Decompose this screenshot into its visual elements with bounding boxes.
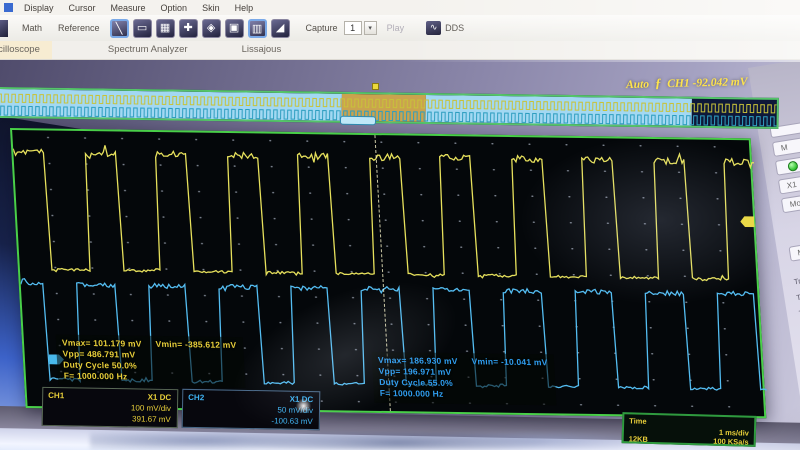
capture-count-field[interactable]: 1: [343, 21, 362, 35]
line-tool-icon[interactable]: ╲: [109, 18, 129, 38]
ch2-vmax: Vmax= 186.930 mV: [377, 354, 458, 367]
navigator-scroll-handle[interactable]: [339, 115, 377, 126]
sidebar-button-more1[interactable]: More: [780, 193, 800, 214]
tab-lissajous[interactable]: Lissajous: [241, 44, 282, 55]
navigator-trigger-position-marker[interactable]: [372, 83, 379, 90]
menu-item-cursor[interactable]: Cursor: [68, 2, 96, 13]
menu-item-display[interactable]: Display: [24, 2, 54, 13]
ch1-trace: [12, 145, 755, 282]
ch1-vmin: Vmin= -385.612 mV: [155, 338, 237, 350]
channel-enable-toggle[interactable]: [774, 155, 800, 176]
ch1-frequency: F= 1000.000 Hz: [63, 370, 128, 382]
math-button[interactable]: Math: [14, 20, 50, 36]
timebase-depth: 12KB: [628, 434, 649, 444]
ch2-coupling: X1 DC: [289, 394, 314, 405]
tab-bar: Oscilloscope Spectrum Analyzer Lissajous: [0, 41, 800, 60]
ch2-vmin: Vmin= -10.041 mV: [471, 356, 548, 368]
dds-label: DDS: [445, 23, 465, 33]
dds-button[interactable]: ∿ DDS: [426, 21, 464, 35]
waveform-navigator[interactable]: [0, 87, 779, 129]
trigger-source-channel: CH1: [667, 77, 690, 91]
app-icon: [4, 3, 13, 12]
frame-icon[interactable]: ▣: [224, 18, 244, 38]
ch1-position: 391.67 mV: [132, 414, 171, 425]
move-tool-icon[interactable]: ✚: [178, 18, 198, 38]
ch2-frequency: F= 1000.000 Hz: [379, 387, 444, 399]
sidebar-button-m[interactable]: M: [771, 136, 800, 157]
probe-icon[interactable]: ◢: [270, 18, 290, 38]
acquisition-mode: Auto: [625, 78, 650, 92]
toggle-led-icon: [787, 159, 799, 172]
toolbar: Math Reference ╲ ▭ ▦ ✚ ◈ ▣ ▥ ◢ Capture 1…: [0, 15, 800, 41]
ch1-vmax: Vmax= 101.179 mV: [61, 337, 142, 349]
tab-oscilloscope[interactable]: Oscilloscope: [0, 41, 52, 59]
split-view-icon[interactable]: ▥: [247, 18, 267, 38]
navigator-waves: [0, 93, 777, 127]
ch1-measurements: Vmax= 101.179 mV Vmin= -385.612 mV Vpp= 4…: [55, 334, 246, 389]
ch2-name: CH2: [188, 392, 205, 403]
capture-label: Capture: [305, 23, 338, 33]
sidebar-button-x1[interactable]: X1: [777, 174, 800, 195]
trigger-mode-label: Trigger Mode: [793, 270, 800, 286]
menu-item-measure[interactable]: Measure: [110, 2, 146, 13]
ch2-settings-box[interactable]: CH2 X1 DC 50 mV/div -100.63 mV: [181, 388, 321, 431]
ch1-coupling: X1 DC: [147, 392, 172, 403]
ch2-position: -100.63 mV: [271, 416, 313, 427]
scope-display: Vmax= 101.179 mV Vmin= -385.612 mV Vpp= 4…: [10, 128, 767, 419]
timebase-sample-rate: 100 KSa/s: [713, 436, 749, 447]
reference-button[interactable]: Reference: [50, 20, 108, 36]
capture-dropdown-icon[interactable]: ▾: [363, 21, 377, 35]
cut-toolbar-icon: [0, 19, 8, 37]
zoom-tool-icon[interactable]: ◈: [201, 18, 221, 38]
rectangle-tool-icon[interactable]: ▭: [132, 18, 152, 38]
ch1-name: CH1: [48, 390, 65, 401]
menu-item-skin[interactable]: Skin: [202, 2, 220, 13]
play-button[interactable]: Play: [386, 23, 405, 33]
bezel-reflection: [90, 432, 650, 450]
tab-spectrum-analyzer[interactable]: Spectrum Analyzer: [107, 44, 188, 55]
menu-item-option[interactable]: Option: [160, 2, 188, 13]
ch1-settings-box[interactable]: CH1 X1 DC 100 mV/div 391.67 mV: [41, 386, 179, 429]
dds-icon: ∿: [426, 21, 442, 35]
menu-bar: Display Cursor Measure Option Skin Help: [0, 0, 800, 15]
trigger-edge-icon: ƒ: [654, 75, 662, 91]
timebase-box: Time 1 ms/div 12KB 100 KSa/s: [621, 412, 757, 447]
menu-item-help[interactable]: Help: [234, 2, 254, 13]
color-grid-icon[interactable]: ▦: [155, 18, 175, 38]
sidebar-button-more2[interactable]: More ▾: [788, 239, 800, 262]
trigger-level-value: -92.042 mV: [692, 76, 748, 90]
ch2-measurements: Vmax= 186.930 mV Vmin= -10.041 mV Vpp= 19…: [371, 351, 557, 406]
